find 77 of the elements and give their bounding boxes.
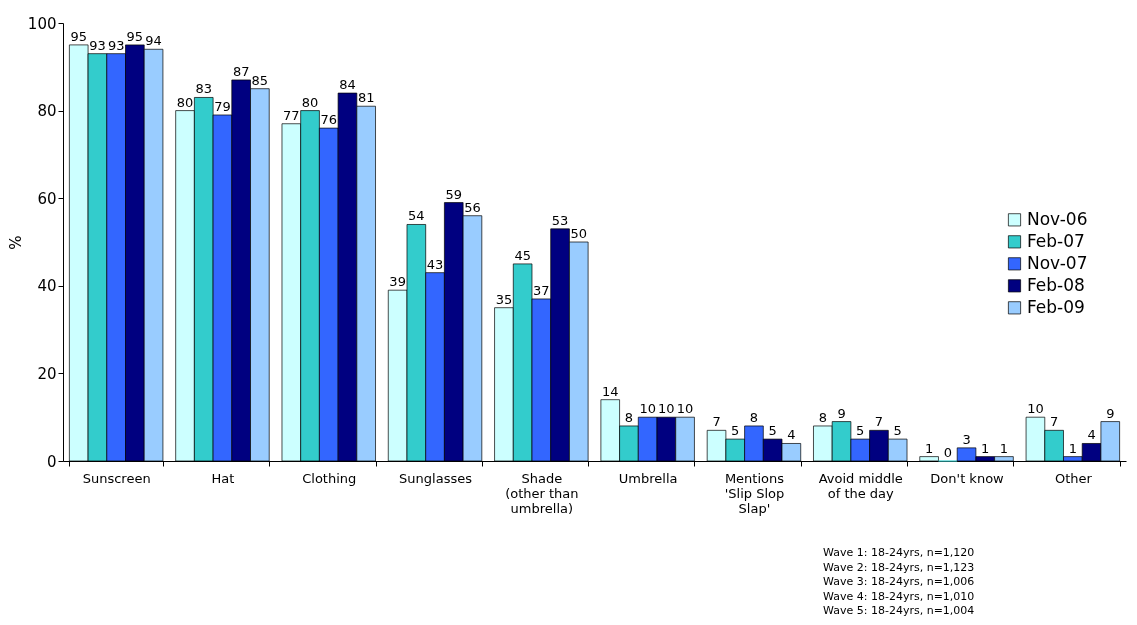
data-label: 8 — [624, 409, 634, 425]
data-label: 4 — [1087, 427, 1096, 443]
x-tick-label: Don't know — [930, 470, 1005, 486]
x-tick-label: Hat — [211, 470, 235, 486]
x-tick-label: Other — [1054, 470, 1093, 486]
y-tick-label: 80 — [37, 102, 57, 121]
data-label: 14 — [601, 383, 619, 399]
data-label: 80 — [176, 94, 194, 110]
legend-label: Feb-09 — [1027, 296, 1085, 317]
data-label: 7 — [712, 414, 721, 430]
data-label: 83 — [195, 81, 213, 97]
data-label: 10 — [639, 401, 656, 417]
data-label: 85 — [251, 72, 269, 88]
legend-label: Nov-06 — [1027, 208, 1088, 229]
y-axis-title: % — [6, 235, 25, 250]
y-tick-label: 20 — [37, 364, 57, 383]
data-label: 1 — [981, 440, 990, 456]
data-label: 0 — [943, 445, 952, 460]
x-tick-label: Mentions 'Slip Slop Slap' — [724, 470, 785, 516]
data-label: 5 — [856, 423, 865, 439]
text: Wave 1: 18-24yrs, n=1,120 — [823, 546, 975, 559]
x-tick-label: Sunglasses — [399, 470, 473, 486]
data-label: 77 — [283, 107, 300, 123]
data-label: 3 — [962, 431, 971, 447]
x-tick-label: Avoid middle of the day — [818, 470, 903, 501]
data-label: 1 — [1068, 440, 1077, 456]
data-label: 10 — [658, 401, 675, 417]
x-tick-label: Umbrella — [618, 470, 678, 486]
data-label: 1 — [999, 440, 1009, 456]
data-label: 59 — [445, 186, 463, 202]
text: Wave 3: 18-24yrs, n=1,006 — [823, 575, 975, 588]
data-label: 5 — [768, 423, 777, 439]
data-label: 4 — [787, 427, 796, 443]
x-tick-label: Sunscreen — [82, 470, 151, 486]
text: Wave 5: 18-24yrs, n=1,004 — [823, 604, 975, 617]
data-label: 79 — [214, 98, 231, 114]
data-label: 8 — [818, 409, 827, 425]
data-label: 8 — [749, 409, 759, 425]
y-tick-label: 40 — [37, 277, 57, 296]
text: Wave 4: 18-24yrs, n=1,010 — [823, 589, 975, 603]
data-label: 56 — [464, 199, 481, 215]
data-label: 93 — [89, 37, 106, 53]
data-label: 10 — [1027, 401, 1044, 417]
data-label: 39 — [389, 274, 406, 290]
data-label: 54 — [408, 208, 425, 224]
data-label: 80 — [301, 94, 319, 110]
legend-label: Feb-08 — [1027, 274, 1085, 295]
legend-label: Nov-07 — [1027, 252, 1088, 273]
data-label: 95 — [126, 28, 144, 44]
data-label: 9 — [1106, 405, 1115, 421]
y-tick-label: 60 — [37, 189, 57, 208]
data-label: 53 — [551, 212, 569, 228]
y-tick-label: 100 — [27, 14, 57, 33]
data-label: 81 — [357, 90, 375, 106]
data-label: 9 — [837, 405, 846, 421]
data-label: 37 — [533, 282, 550, 298]
data-label: 45 — [514, 247, 531, 263]
data-label: 7 — [1050, 414, 1059, 430]
data-label: 93 — [107, 37, 125, 53]
data-label: 10 — [676, 401, 694, 417]
y-tick-label: 0 — [46, 452, 57, 471]
legend-label: Feb-07 — [1027, 230, 1085, 251]
data-label: 95 — [70, 28, 88, 44]
data-label: 84 — [339, 77, 356, 93]
x-tick-label: Clothing — [302, 470, 357, 486]
data-label: 43 — [426, 256, 444, 272]
data-label: 5 — [731, 423, 740, 439]
data-label: 7 — [874, 414, 884, 430]
data-label: 76 — [320, 112, 338, 128]
data-label: 94 — [145, 33, 162, 49]
data-label: 50 — [570, 226, 588, 241]
x-tick-label: Shade (other than umbrella) — [505, 470, 579, 516]
data-label: 1 — [924, 440, 934, 456]
data-label: 87 — [232, 63, 250, 79]
data-label: 35 — [495, 291, 513, 307]
data-label: 5 — [893, 423, 902, 439]
text: Wave 2: 18-24yrs, n=1,123 — [823, 560, 975, 574]
